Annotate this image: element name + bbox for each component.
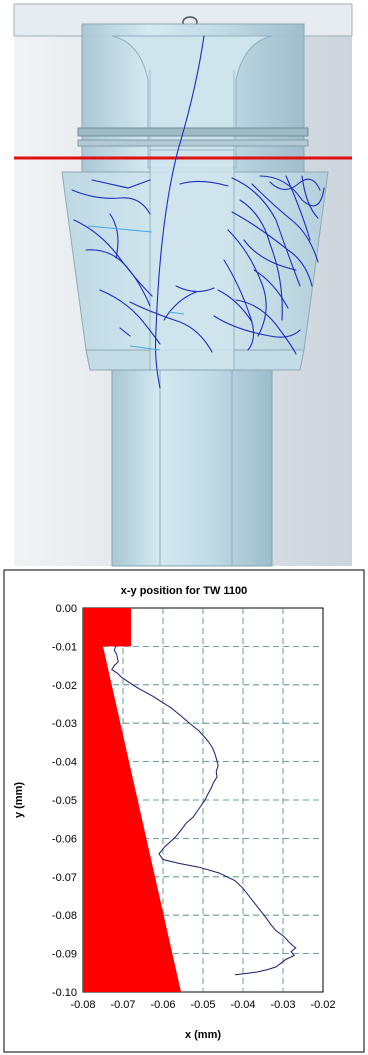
trajectory bbox=[99, 289, 161, 345]
wall-polygon bbox=[83, 608, 181, 992]
y-tick-label: -0.04 bbox=[52, 757, 77, 769]
trajectory bbox=[243, 239, 297, 271]
trajectory bbox=[217, 289, 253, 323]
trajectory bbox=[179, 180, 229, 187]
x-tick-label: -0.02 bbox=[310, 999, 335, 1011]
y-tick-label: -0.10 bbox=[52, 987, 77, 999]
outlet-pipe bbox=[111, 369, 273, 567]
trajectory bbox=[175, 285, 215, 293]
y-tick-label: -0.03 bbox=[52, 718, 77, 730]
trajectory-series bbox=[111, 646, 297, 976]
x-tick-labels: -0.08 -0.07 -0.06 -0.05 -0.04 -0.03 -0.02 bbox=[70, 999, 335, 1011]
trajectory bbox=[109, 213, 119, 259]
trajectory bbox=[213, 315, 301, 338]
y-tick-label: -0.07 bbox=[52, 872, 77, 884]
y-tick-label: -0.05 bbox=[52, 795, 77, 807]
trajectory bbox=[285, 175, 311, 241]
trajectory bbox=[87, 225, 153, 233]
x-tick-label: -0.04 bbox=[230, 999, 255, 1011]
y-axis-label: y (mm) bbox=[13, 782, 25, 818]
trajectory bbox=[73, 219, 153, 297]
y-tick-label: -0.02 bbox=[52, 680, 77, 692]
y-tick-label: -0.01 bbox=[52, 641, 77, 653]
x-tick-label: -0.07 bbox=[110, 999, 135, 1011]
y-tick-label: -0.09 bbox=[52, 949, 77, 961]
x-axis-label: x (mm) bbox=[185, 1029, 221, 1041]
particle-trajectories bbox=[71, 35, 325, 389]
y-tick-label: -0.06 bbox=[52, 833, 77, 845]
y-tick-label: 0.00 bbox=[56, 603, 77, 615]
particle-trajectories-light bbox=[87, 225, 185, 351]
trajectory bbox=[129, 345, 161, 351]
trajectory bbox=[223, 259, 255, 351]
trajectory bbox=[235, 299, 297, 355]
trajectory bbox=[119, 327, 131, 337]
trajectory bbox=[301, 175, 319, 219]
trajectory bbox=[163, 291, 197, 321]
trajectory bbox=[91, 179, 151, 189]
x-tick-label: -0.06 bbox=[150, 999, 175, 1011]
trajectory bbox=[167, 311, 185, 315]
x-tick-label: -0.08 bbox=[70, 999, 95, 1011]
trajectory bbox=[154, 35, 205, 389]
xy-position-chart: x-y position for TW 1100 -0.08 -0.07 -0.06… bbox=[3, 569, 365, 1053]
trajectory bbox=[85, 249, 151, 307]
flange-ring-1 bbox=[77, 127, 309, 137]
y-tick-labels: 0.00 -0.01 -0.02 -0.03 -0.04 -0.05 -0.06 -0.07 -… bbox=[52, 603, 77, 999]
trajectory bbox=[269, 178, 321, 191]
trajectory bbox=[251, 183, 319, 263]
trajectory bbox=[253, 269, 289, 309]
chart-title: x-y position for TW 1100 bbox=[121, 585, 248, 597]
flange-ring-2 bbox=[77, 139, 309, 147]
y-tick-label: -0.08 bbox=[52, 910, 77, 922]
trajectory-line bbox=[111, 646, 297, 976]
trajectory bbox=[231, 211, 313, 287]
trajectory bbox=[129, 301, 213, 353]
x-tick-label: -0.03 bbox=[270, 999, 295, 1011]
trajectory bbox=[227, 229, 267, 337]
flow-channel-render bbox=[13, 3, 353, 567]
trajectory bbox=[259, 175, 325, 207]
wall-region bbox=[83, 608, 181, 992]
trajectory bbox=[231, 177, 301, 287]
trajectory bbox=[71, 189, 151, 215]
x-tick-label: -0.05 bbox=[190, 999, 215, 1011]
